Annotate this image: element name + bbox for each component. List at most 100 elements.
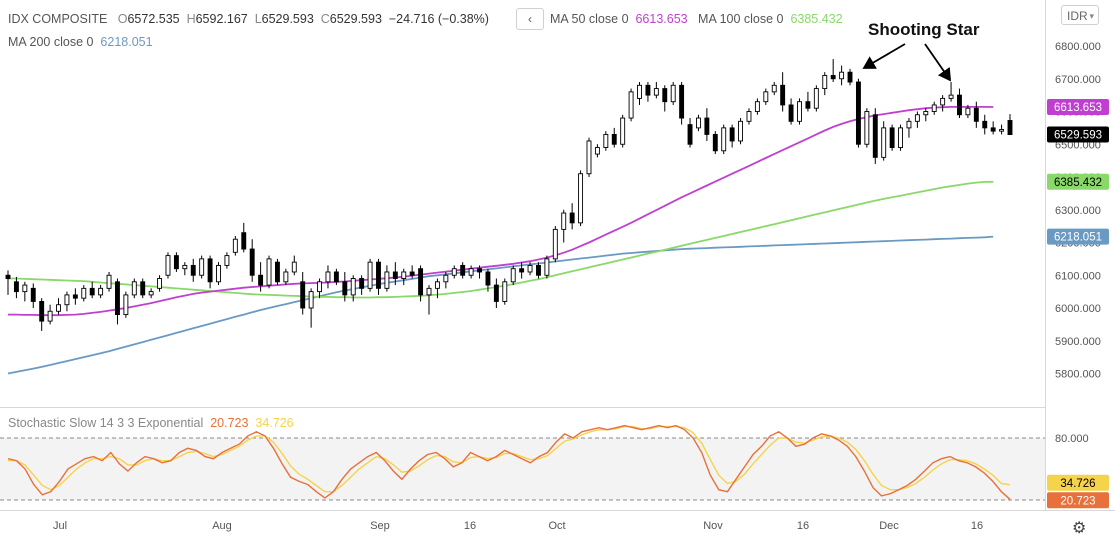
price-label: 6529.593 — [1054, 130, 1102, 142]
stoch-d-label-box — [1047, 474, 1109, 491]
candle-body — [830, 75, 836, 80]
x-tick-label: Nov — [703, 520, 723, 532]
y-tick-label: 5900.000 — [1055, 336, 1101, 348]
candle-body — [973, 107, 979, 122]
chevron-left-icon[interactable]: ‹ — [516, 8, 544, 30]
candle — [81, 285, 87, 302]
candle — [855, 78, 861, 148]
candle-body — [451, 268, 457, 276]
candle-body — [359, 278, 365, 289]
ma200-line — [7, 235, 994, 375]
candle — [940, 95, 946, 112]
high-label: H — [186, 12, 196, 26]
candle-body — [594, 147, 600, 155]
candle-body — [199, 258, 205, 276]
y-tick-label: 6100.000 — [1055, 270, 1101, 282]
candle-body — [569, 212, 575, 224]
ma100-label: MA 100 close 0 — [698, 12, 784, 26]
candle — [662, 85, 668, 112]
price-label-box — [1047, 228, 1109, 245]
candle — [645, 82, 651, 102]
candle — [5, 270, 11, 295]
candle-body — [300, 281, 306, 309]
candle — [216, 262, 221, 286]
candle-body — [367, 261, 373, 289]
candle — [249, 239, 255, 282]
candle-body — [39, 301, 45, 322]
candle-body — [898, 127, 903, 148]
candle — [544, 255, 550, 279]
candle-body — [889, 127, 895, 148]
candle — [611, 127, 617, 148]
candle — [973, 101, 979, 128]
candle — [999, 124, 1005, 135]
candle — [443, 271, 449, 289]
candle — [165, 252, 171, 279]
candle-body — [763, 91, 769, 103]
candle — [931, 101, 937, 115]
candle — [317, 278, 322, 299]
grid — [0, 0, 1115, 511]
shooting-star-annotation: Shooting Star — [868, 20, 980, 39]
candle — [283, 268, 289, 286]
candle — [131, 278, 137, 299]
candle-body — [207, 258, 213, 283]
candle-body — [98, 287, 104, 296]
candle-body — [645, 84, 651, 96]
legend-row-ohlc: IDX COMPOSITE O6572.535 H6592.167 L6529.… — [8, 12, 489, 26]
candle — [485, 268, 491, 292]
candle — [729, 124, 735, 148]
x-tick-label: Jul — [53, 520, 67, 532]
candle — [308, 288, 314, 328]
candle-body — [157, 278, 163, 289]
legend-row-ma: MA 50 close 0 6613.653 MA 100 close 0 63… — [550, 12, 843, 26]
candle — [39, 298, 45, 331]
candle-body — [106, 274, 112, 289]
candle — [274, 258, 280, 286]
candle — [738, 118, 744, 145]
x-tick-label: Dec — [879, 520, 899, 532]
candle — [746, 108, 752, 125]
candle — [173, 252, 179, 272]
candle-body — [216, 264, 221, 283]
candle — [502, 278, 508, 305]
candle — [594, 144, 600, 158]
candle-body — [266, 258, 272, 286]
candle-body — [670, 84, 676, 103]
x-tick-label: Sep — [370, 520, 390, 532]
candle-body — [872, 114, 878, 158]
candle-body — [847, 71, 853, 83]
candle-body — [173, 255, 179, 270]
currency-selector[interactable]: IDR ▾ — [1061, 5, 1099, 25]
candle — [552, 226, 558, 263]
candle — [434, 278, 440, 299]
x-tick-label: 16 — [971, 520, 983, 532]
high-value: 6592.167 — [195, 12, 248, 26]
candle-body — [620, 117, 626, 145]
candle — [704, 108, 710, 141]
candle-body — [224, 255, 230, 266]
candle — [780, 72, 786, 112]
candle — [561, 209, 567, 243]
candle-body — [940, 97, 946, 106]
gear-icon[interactable]: ⚙ — [1072, 520, 1087, 537]
chevron-left-glyph: ‹ — [528, 12, 532, 26]
candle — [47, 304, 53, 325]
stochastic-label: Stochastic Slow 14 3 3 Exponential — [8, 416, 204, 430]
candle — [376, 258, 381, 295]
candle-body — [182, 264, 188, 270]
candle-body — [746, 111, 752, 122]
candle — [451, 265, 457, 279]
candle-body — [586, 140, 592, 175]
legend-row-ma200: MA 200 close 0 6218.051 — [8, 35, 153, 49]
candle-body — [148, 291, 154, 296]
candle-body — [140, 281, 146, 296]
candle — [822, 72, 828, 96]
candle-body — [13, 281, 19, 293]
candle — [98, 285, 104, 299]
y-tick-label: 6700.000 — [1055, 74, 1101, 86]
stoch-band-fill — [0, 438, 1045, 500]
candle — [990, 121, 996, 135]
low-value: 6529.593 — [261, 12, 314, 26]
